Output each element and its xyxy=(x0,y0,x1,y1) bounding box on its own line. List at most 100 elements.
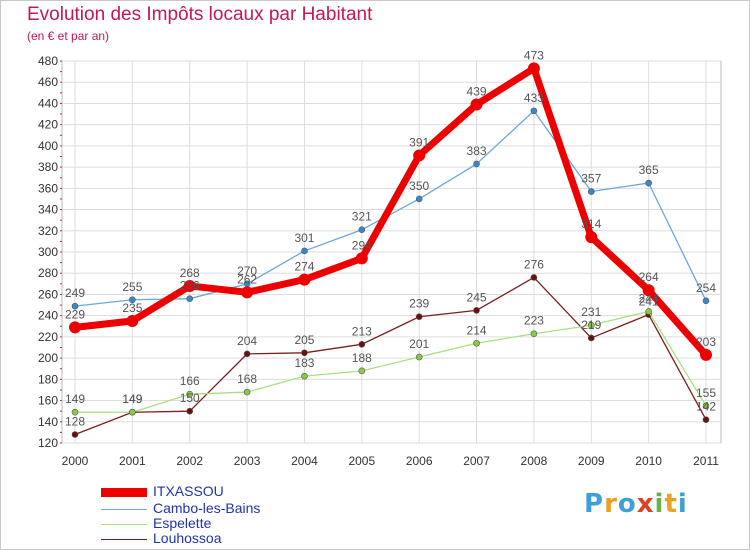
data-point-espelette xyxy=(473,339,480,347)
data-point-cambo-les-bains xyxy=(129,296,136,304)
series-line-itxassou xyxy=(71,64,710,359)
data-point-espelette xyxy=(358,367,366,375)
data-point-itxassou xyxy=(413,149,426,162)
data-label-itxassou: 314 xyxy=(581,217,601,231)
data-point-espelette xyxy=(301,372,308,380)
logo-letter: x xyxy=(636,489,655,519)
legend-swatch-espelette xyxy=(101,524,147,525)
data-point-louhossoa xyxy=(358,341,366,348)
chart-subtitle: (en € et par an) xyxy=(27,29,110,43)
data-label-itxassou: 274 xyxy=(294,260,314,274)
data-label-espelette: 149 xyxy=(65,392,85,406)
data-point-cambo-les-bains xyxy=(473,160,480,168)
data-point-cambo-les-bains xyxy=(71,302,79,310)
data-point-cambo-les-bains xyxy=(530,107,538,115)
data-point-louhossoa xyxy=(473,307,480,314)
data-label-espelette: 244 xyxy=(639,291,659,305)
data-label-espelette: 231 xyxy=(581,305,601,319)
x-tick-label: 2002 xyxy=(176,454,203,468)
data-point-espelette xyxy=(186,390,194,398)
series-line-cambo-les-bains xyxy=(74,110,707,307)
data-label-louhossoa: 204 xyxy=(237,334,257,348)
logo-letter: r xyxy=(604,489,618,519)
data-label-itxassou: 262 xyxy=(237,272,257,286)
data-point-cambo-les-bains xyxy=(587,188,595,195)
data-point-itxassou xyxy=(183,279,196,292)
data-point-itxassou xyxy=(470,98,483,111)
data-point-cambo-les-bains xyxy=(301,247,308,255)
data-point-itxassou xyxy=(355,252,368,265)
data-label-itxassou: 294 xyxy=(352,238,372,252)
data-point-espelette xyxy=(702,402,710,410)
data-label-louhossoa: 245 xyxy=(467,290,487,304)
data-label-itxassou: 264 xyxy=(639,270,659,284)
legend-swatch-itxassou xyxy=(101,488,147,497)
data-point-itxassou xyxy=(700,348,712,361)
legend-label-espelette: Espelette xyxy=(153,515,212,531)
y-tick-label: 160 xyxy=(38,394,58,408)
data-label-cambo-les-bains: 357 xyxy=(581,172,601,186)
x-tick-label: 2007 xyxy=(463,454,490,468)
logo-letter: P xyxy=(584,489,605,519)
y-tick-label: 340 xyxy=(38,203,58,217)
data-point-cambo-les-bains xyxy=(358,226,366,234)
data-point-louhossoa xyxy=(186,407,194,415)
x-tick-label: 2008 xyxy=(521,454,548,468)
logo-letter: t xyxy=(664,489,678,519)
x-tick-label: 2011 xyxy=(693,454,719,468)
x-tick-label: 2001 xyxy=(119,454,146,468)
data-point-espelette xyxy=(415,353,423,361)
data-point-espelette xyxy=(243,388,251,396)
data-point-cambo-les-bains xyxy=(415,195,423,203)
data-label-cambo-les-bains: 255 xyxy=(122,280,142,294)
data-point-itxassou xyxy=(642,284,655,297)
data-point-louhossoa xyxy=(702,416,710,423)
x-tick-label: 2000 xyxy=(62,454,89,468)
data-point-itxassou xyxy=(585,231,598,244)
data-point-louhossoa xyxy=(530,274,538,281)
data-label-louhossoa: 128 xyxy=(65,415,85,429)
data-label-louhossoa: 239 xyxy=(409,297,429,311)
y-tick-label: 240 xyxy=(38,309,58,323)
y-tick-label: 260 xyxy=(38,287,58,301)
series-line-espelette xyxy=(74,310,707,413)
data-label-louhossoa: 205 xyxy=(294,333,314,347)
data-label-espelette: 168 xyxy=(237,372,257,386)
legend-swatch-louhossoa xyxy=(101,539,147,540)
data-label-espelette: 223 xyxy=(524,314,544,328)
data-point-cambo-les-bains xyxy=(702,297,710,305)
y-tick-label: 420 xyxy=(38,118,58,132)
data-point-louhossoa xyxy=(415,313,423,321)
data-label-itxassou: 473 xyxy=(524,48,544,62)
data-label-cambo-les-bains: 301 xyxy=(294,231,314,245)
y-tick-label: 480 xyxy=(38,54,58,68)
data-point-itxassou xyxy=(241,286,254,299)
data-label-itxassou: 439 xyxy=(467,85,487,99)
data-label-itxassou: 235 xyxy=(122,301,142,315)
data-label-cambo-les-bains: 256 xyxy=(180,279,200,293)
data-point-itxassou xyxy=(126,314,139,327)
data-label-espelette: 188 xyxy=(352,351,372,365)
data-label-cambo-les-bains: 350 xyxy=(409,179,429,193)
data-label-cambo-les-bains: 383 xyxy=(467,144,487,158)
data-label-louhossoa: 149 xyxy=(122,392,142,406)
data-point-itxassou xyxy=(527,62,540,75)
data-point-espelette xyxy=(71,408,79,416)
data-point-louhossoa xyxy=(587,334,595,342)
y-tick-label: 440 xyxy=(38,96,58,110)
x-tick-label: 2003 xyxy=(234,454,261,468)
data-label-espelette: 214 xyxy=(467,323,487,337)
data-point-cambo-les-bains xyxy=(645,179,652,187)
y-tick-label: 180 xyxy=(38,372,58,386)
data-point-itxassou xyxy=(298,273,311,286)
x-tick-label: 2006 xyxy=(406,454,433,468)
y-tick-label: 300 xyxy=(38,245,58,259)
data-label-espelette: 149 xyxy=(122,392,142,406)
y-tick-label: 120 xyxy=(38,436,58,450)
logo-letter: i xyxy=(654,489,665,519)
data-point-cambo-les-bains xyxy=(186,295,194,302)
y-tick-label: 460 xyxy=(38,75,58,89)
y-tick-label: 400 xyxy=(38,139,58,153)
data-point-espelette xyxy=(530,330,538,338)
